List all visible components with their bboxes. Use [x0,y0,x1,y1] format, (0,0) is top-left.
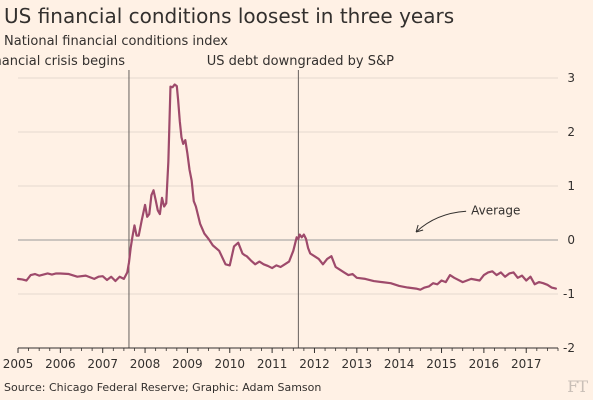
y-tick-label: -2 [563,341,575,355]
x-tick-label: 2010 [214,357,245,371]
x-tick-label: 2011 [257,357,288,371]
average-arrow [415,210,467,233]
ft-logo: FT [567,377,588,396]
y-tick-label: 1 [567,179,575,193]
event-lines-layer [128,70,299,348]
x-tick-label: 2014 [384,357,415,371]
event-label: US debt downgraded by S&P [207,54,394,69]
axis-layer: 3 2 1 0 -1 -2 2005 2006 2007 2008 2009 2010 2011 2012… [3,71,575,371]
annotation-layer: Financial crisis begins US debt downgrade… [0,54,520,233]
x-tick-label: 2016 [469,357,500,371]
x-tick-label: 2017 [511,357,542,371]
chart-subtitle: National financial conditions index [4,34,228,49]
series-layer [16,83,557,291]
y-tick-label: 0 [567,233,575,247]
x-tick-label: 2012 [299,357,330,371]
x-tick-label: 2009 [172,357,203,371]
x-tick-label: 2007 [87,357,118,371]
x-tick-label: 2008 [130,357,161,371]
series-line [16,83,557,291]
x-tick-label: 2006 [45,357,76,371]
chart-title: US financial conditions loosest in three… [4,4,455,28]
y-tick-label: 3 [567,71,575,85]
source-note: Source: Chicago Federal Reserve; Graphic… [4,381,322,394]
x-tick-label: 2015 [426,357,457,371]
event-label: Financial crisis begins [0,54,125,69]
x-tick-label: 2005 [3,357,34,371]
x-tick-label: 2013 [342,357,373,371]
average-arrowhead [415,224,424,233]
y-tick-label: -1 [563,287,575,301]
y-tick-label: 2 [567,125,575,139]
average-label: Average [471,203,520,217]
